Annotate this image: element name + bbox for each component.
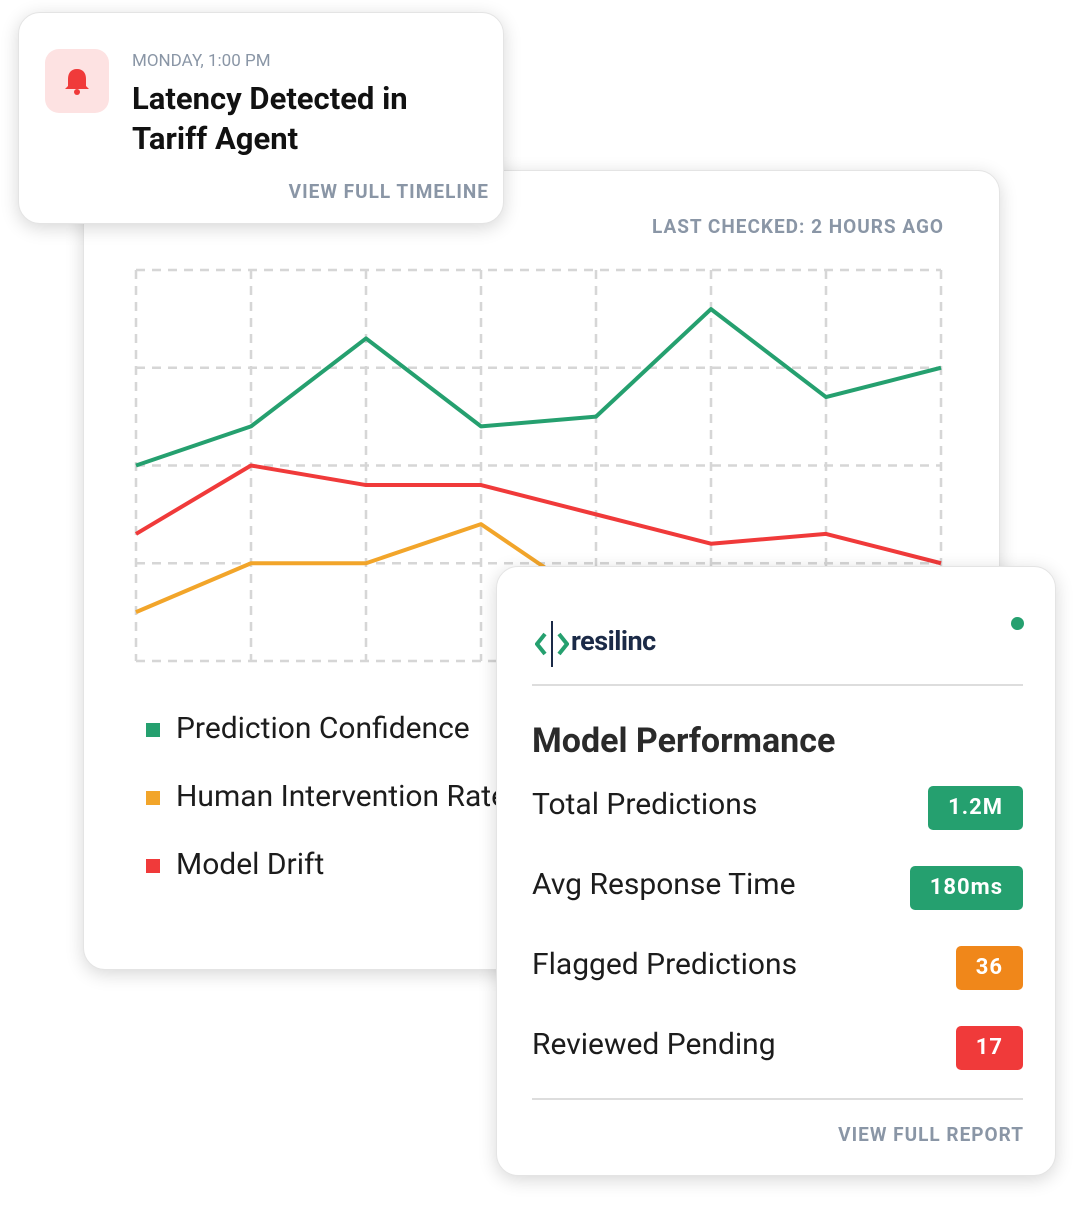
metric-badge: 180ms — [909, 866, 1023, 910]
performance-panel: resilinc Model Performance VIEW FULL REP… — [496, 566, 1056, 1176]
series-line — [135, 307, 942, 468]
divider — [532, 1098, 1023, 1100]
view-timeline-link[interactable]: VIEW FULL TIMELINE — [288, 180, 489, 203]
metric-label: Flagged Predictions — [532, 947, 798, 982]
panel-title: Model Performance — [532, 721, 836, 761]
legend-swatch — [146, 723, 160, 737]
metric-label: Total Predictions — [532, 787, 758, 822]
metric-badge: 17 — [955, 1026, 1023, 1070]
legend-label: Human Intervention Rate — [176, 779, 507, 814]
bell-icon — [45, 49, 109, 113]
legend-label: Prediction Confidence — [176, 711, 470, 746]
legend-swatch — [146, 791, 160, 805]
metric-label: Reviewed Pending — [532, 1027, 776, 1062]
notification-time: MONDAY, 1:00 PM — [132, 51, 271, 71]
divider — [532, 684, 1023, 686]
metric-badge: 1.2M — [928, 786, 1023, 830]
logo-text: resilinc — [571, 625, 656, 657]
status-dot — [1011, 617, 1024, 630]
last-checked: LAST CHECKED: 2 HOURS AGO — [652, 215, 944, 238]
notification-card: MONDAY, 1:00 PM Latency Detected in Tari… — [18, 12, 504, 224]
notification-title: Latency Detected in Tariff Agent — [132, 80, 408, 157]
legend-label: Model Drift — [176, 847, 324, 882]
logo-mark — [535, 621, 569, 667]
series-line — [134, 463, 942, 566]
metric-badge: 36 — [955, 946, 1023, 990]
legend-swatch — [146, 859, 160, 873]
metric-label: Avg Response Time — [532, 867, 796, 902]
view-report-link[interactable]: VIEW FULL REPORT — [838, 1123, 1024, 1146]
series-line — [135, 522, 598, 614]
